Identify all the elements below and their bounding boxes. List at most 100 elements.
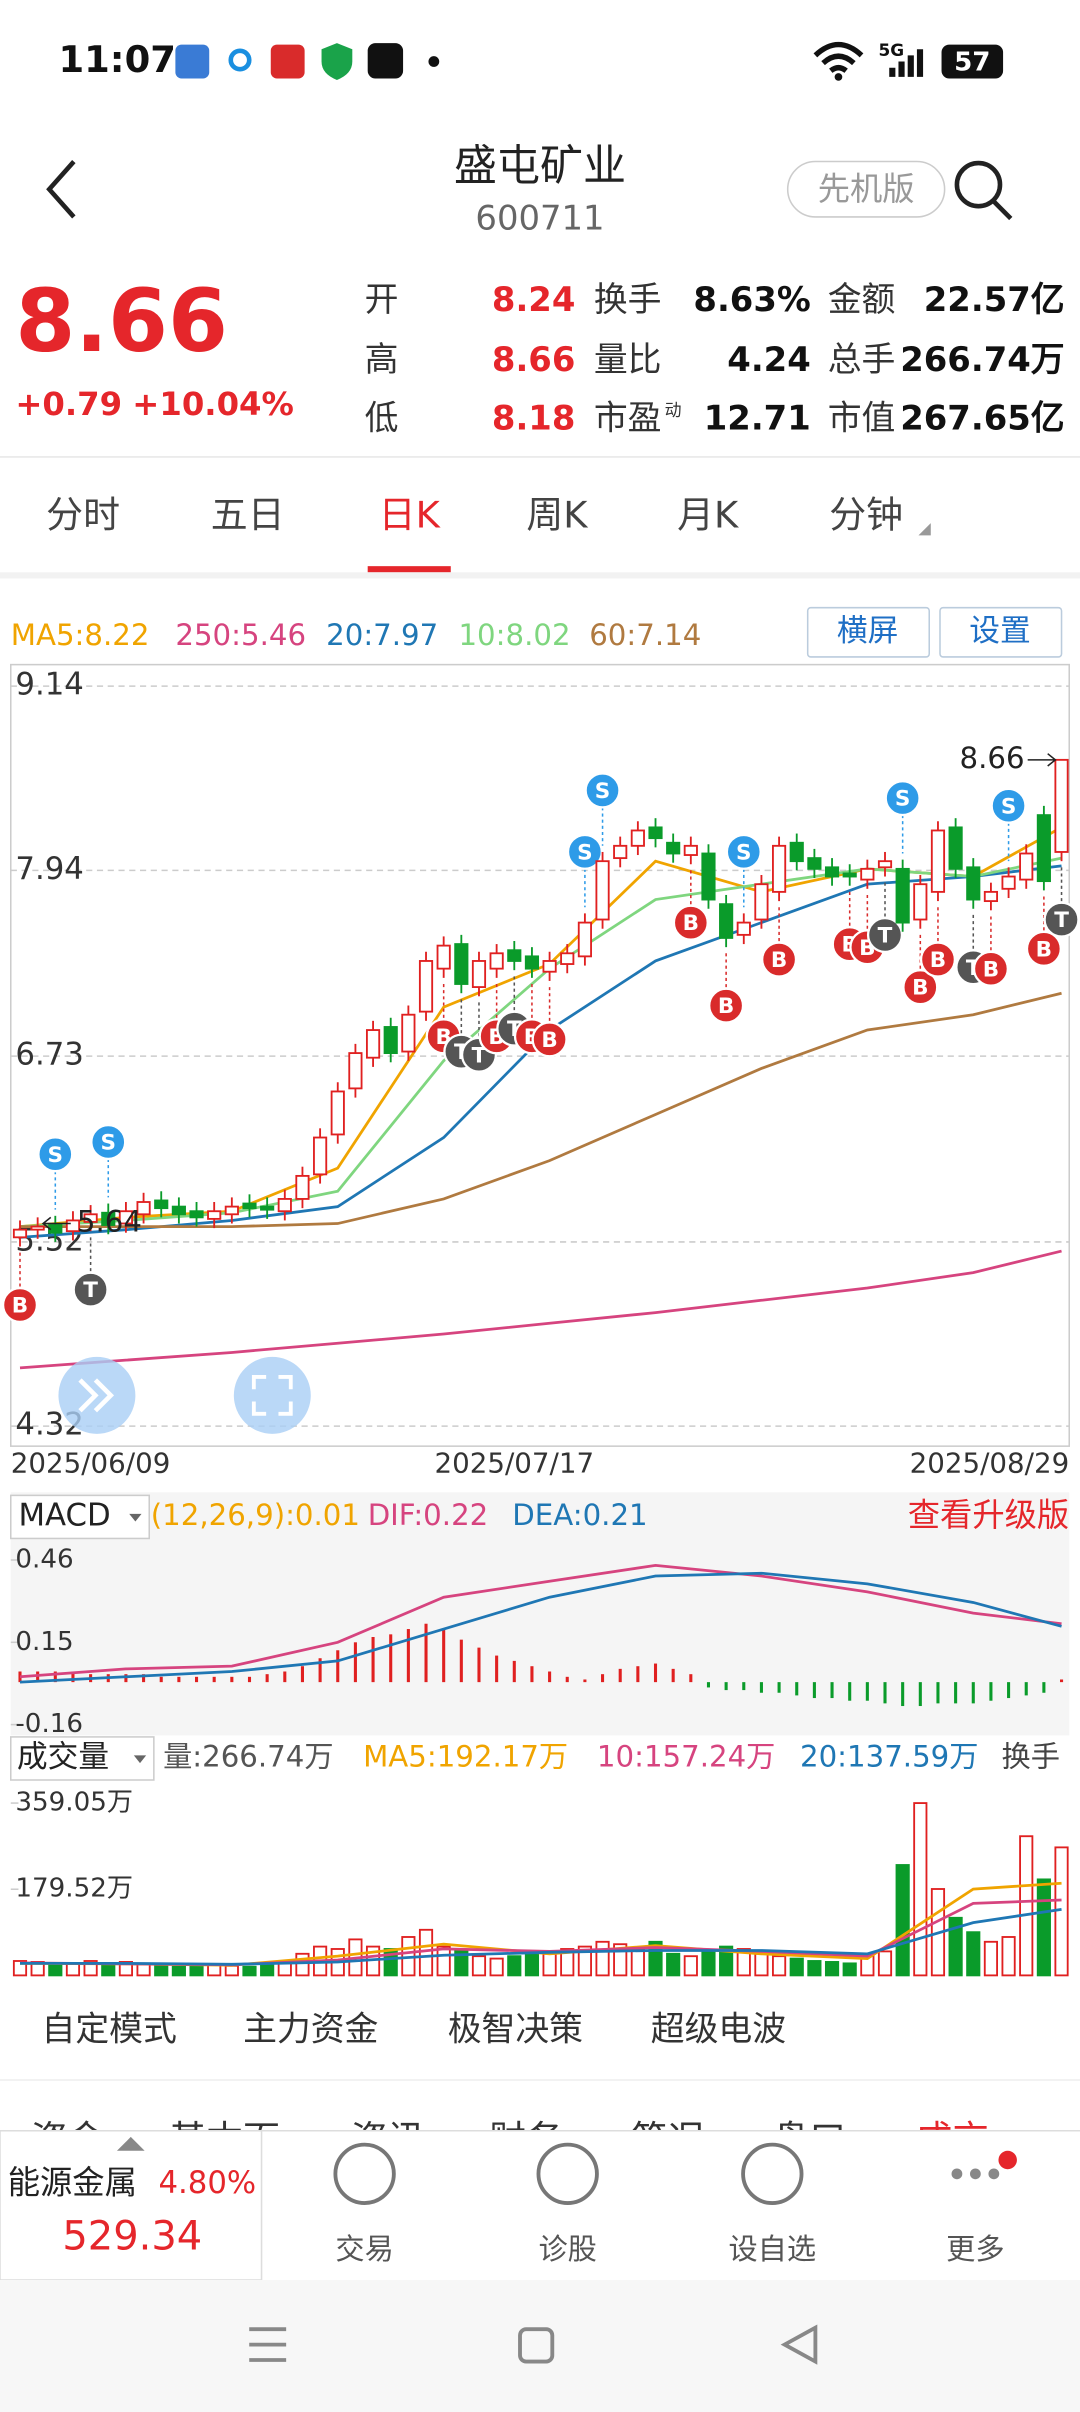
- legend-entry: 20:7.97: [326, 618, 438, 652]
- volume-bar: [736, 1948, 751, 1977]
- signal-label: T: [83, 1278, 98, 1303]
- candle-body: [860, 867, 875, 881]
- legend-entry: DIF:0.22: [368, 1498, 489, 1532]
- volume-bar: [171, 1965, 186, 1977]
- volume-bar: [1019, 1835, 1034, 1977]
- signal-badge: [90, 1123, 127, 1161]
- status-icon: [228, 48, 252, 72]
- mode-button[interactable]: 极智决策: [448, 2009, 583, 2048]
- signal-badge: [37, 1136, 74, 1173]
- tab[interactable]: 分时: [46, 493, 120, 536]
- candle-body: [630, 829, 645, 847]
- signal-badge: [531, 1021, 568, 1058]
- max-price-label: 8.66: [960, 741, 1025, 775]
- status-icon: [270, 44, 305, 79]
- signal-badge: [761, 941, 798, 978]
- tab[interactable]: 月K: [677, 493, 739, 536]
- volume-bar: [1036, 1878, 1051, 1977]
- candle-body: [542, 960, 557, 973]
- chart-button[interactable]: [806, 606, 930, 658]
- candle-body: [1001, 875, 1016, 890]
- signal-label: B: [771, 948, 787, 973]
- volume-bar: [454, 1950, 469, 1977]
- volume-bar: [789, 1957, 804, 1977]
- divider: [0, 572, 1080, 579]
- dropdown-arrow: [129, 1513, 142, 1522]
- back-button[interactable]: [46, 160, 76, 219]
- tab[interactable]: 周K: [526, 493, 588, 536]
- charts: MA5:8.22 250:5.46 20:7.97 10:8.02 60:7.14 横屏 设…: [1, 606, 1080, 1977]
- chart-button[interactable]: [939, 606, 1063, 658]
- candle-body: [30, 1225, 45, 1231]
- field-value: 267.65亿: [900, 398, 1064, 437]
- candle-body: [1054, 758, 1069, 853]
- signal-badge: [866, 916, 904, 954]
- volume-bar: [877, 1950, 893, 1977]
- signal-badge: [1025, 930, 1062, 967]
- nav-label[interactable]: 更多: [946, 2232, 1004, 2266]
- upgrade-link[interactable]: 查看升级版: [908, 1496, 1069, 1534]
- indicator-params: (12,26,9):0.01: [151, 1498, 360, 1532]
- candle-body: [719, 903, 734, 939]
- tab[interactable]: 五日: [211, 493, 285, 536]
- mode-button[interactable]: 自定模式: [42, 2009, 177, 2048]
- nav-label[interactable]: 诊股: [538, 2232, 596, 2266]
- version-badge[interactable]: [786, 160, 946, 218]
- candle-body: [948, 826, 963, 870]
- volume-bar: [436, 1945, 451, 1977]
- mode-row: 自定模式 主力资金 极智决策 超级电波: [42, 2009, 787, 2048]
- signal-label: T: [1054, 908, 1069, 933]
- volume-bar: [471, 1955, 487, 1977]
- tab[interactable]: 日K: [379, 493, 441, 536]
- back-nav-button[interactable]: [780, 2324, 818, 2365]
- signal-badge: [708, 987, 745, 1024]
- status-time: 11:07: [58, 38, 175, 81]
- volume-bar: [1001, 1936, 1016, 1977]
- fullscreen-button[interactable]: [233, 1356, 311, 1434]
- volume-bar: [666, 1952, 681, 1977]
- current-volume: 量:266.74万: [163, 1739, 334, 1773]
- ma-line: [20, 1908, 1062, 1966]
- volume-bar: [895, 1864, 910, 1977]
- x-tick-label: 2025/08/29: [910, 1447, 1070, 1480]
- menu-button[interactable]: [249, 2327, 287, 2362]
- stock-code: 600711: [475, 198, 604, 237]
- volume-bar: [224, 1964, 239, 1977]
- candle-body: [383, 1026, 398, 1055]
- ma-line: [19, 1563, 1062, 1679]
- mode-button[interactable]: 主力资金: [243, 2009, 378, 2048]
- candle-body: [171, 1205, 186, 1216]
- nav-label[interactable]: 交易: [335, 2232, 393, 2266]
- tab[interactable]: 分钟: [829, 493, 903, 536]
- candle-body: [701, 852, 716, 901]
- x-tick-label: 2025/06/09: [11, 1447, 171, 1480]
- field-label-sup: 动: [665, 400, 682, 420]
- candle-body: [789, 841, 804, 863]
- signal-label: B: [930, 948, 946, 973]
- notification-dot: [998, 2150, 1017, 2170]
- search-button[interactable]: [954, 160, 1003, 209]
- volume-bar: [701, 1950, 716, 1977]
- nav-label[interactable]: 设自选: [728, 2232, 816, 2266]
- index-name: 能源金属: [8, 2164, 137, 2202]
- candle-body: [842, 872, 857, 878]
- volume-bar: [807, 1960, 822, 1977]
- field-label: 低: [365, 398, 399, 437]
- fast-forward-icon: [78, 1378, 115, 1413]
- legend-entry: MA5:192.17万: [363, 1739, 568, 1773]
- mode-button[interactable]: 超级电波: [651, 2009, 786, 2048]
- volume-bar: [683, 1955, 698, 1977]
- volume-bar: [577, 1945, 592, 1977]
- candle-body: [330, 1090, 345, 1136]
- nav-icon: [951, 2168, 963, 2180]
- home-button[interactable]: [518, 2327, 555, 2364]
- indicator-select[interactable]: [10, 1736, 155, 1781]
- volume-bar: [260, 1963, 275, 1977]
- candle-body: [524, 955, 540, 970]
- candle-body: [118, 1210, 133, 1225]
- volume-bar: [983, 1940, 999, 1977]
- indicator-select[interactable]: [10, 1494, 151, 1540]
- signal-icon: [889, 49, 924, 77]
- index-widget[interactable]: [0, 2129, 263, 2281]
